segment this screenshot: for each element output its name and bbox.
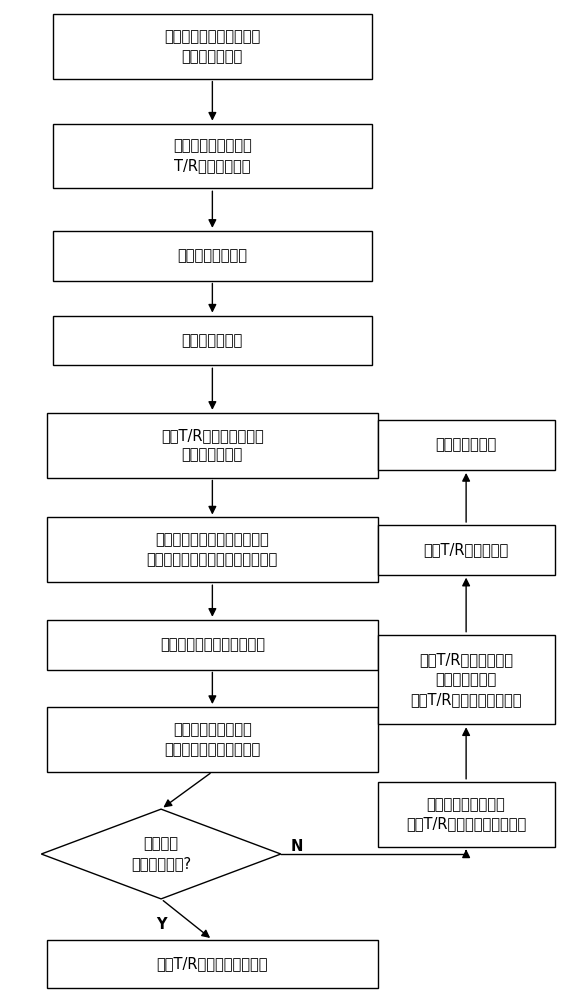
Text: 提取阵元相位中心节点位移: 提取阵元相位中心节点位移 (160, 637, 265, 652)
Bar (47, 413, 378, 478)
Text: 确定有源安装板底部
T/R组件的热参数: 确定有源安装板底部 T/R组件的热参数 (173, 139, 252, 173)
Text: N: N (291, 839, 304, 854)
Text: 更新天线热模型: 更新天线热模型 (435, 438, 497, 453)
Bar (47, 940, 378, 988)
Text: 转换单元类型，建立天线结构
有限元模型，计算天线阵面热变形: 转换单元类型，建立天线结构 有限元模型，计算天线阵面热变形 (147, 532, 278, 567)
Text: 修改T/R组件热参数: 修改T/R组件热参数 (423, 542, 509, 557)
Text: 根据天线增益损失，
确定T/R组件热功耗调整因子: 根据天线增益损失， 确定T/R组件热功耗调整因子 (406, 797, 526, 832)
Bar (378, 782, 555, 847)
Text: Y: Y (156, 917, 166, 932)
Bar (47, 707, 378, 772)
Text: 确定T/R组件热功耗最大值: 确定T/R组件热功耗最大值 (156, 956, 268, 971)
Bar (53, 316, 372, 365)
Bar (53, 124, 372, 188)
Polygon shape (41, 809, 281, 899)
Text: 确定星载有源相控阵天线
结构及电磁参数: 确定星载有源相控阵天线 结构及电磁参数 (164, 29, 261, 64)
Bar (53, 14, 372, 79)
Bar (47, 517, 378, 582)
Bar (378, 420, 555, 470)
Text: 确定阵元相位中心: 确定阵元相位中心 (178, 248, 248, 263)
Text: 建立天线热模型: 建立天线热模型 (182, 333, 243, 348)
Text: 基于T/R组件热功耗，
利用调整因子，
确定T/R组件热功耗变化量: 基于T/R组件热功耗， 利用调整因子， 确定T/R组件热功耗变化量 (410, 652, 522, 707)
Text: 基于机电耦合模型，
计算变形天线的增益损失: 基于机电耦合模型， 计算变形天线的增益损失 (164, 722, 261, 757)
Text: 计算T/R组件发热引起的
天线温度场分布: 计算T/R组件发热引起的 天线温度场分布 (161, 428, 264, 463)
Text: 增益损失
超出允许范围?: 增益损失 超出允许范围? (131, 837, 191, 871)
Bar (378, 635, 555, 724)
Bar (47, 620, 378, 670)
Bar (378, 525, 555, 575)
Bar (53, 231, 372, 281)
